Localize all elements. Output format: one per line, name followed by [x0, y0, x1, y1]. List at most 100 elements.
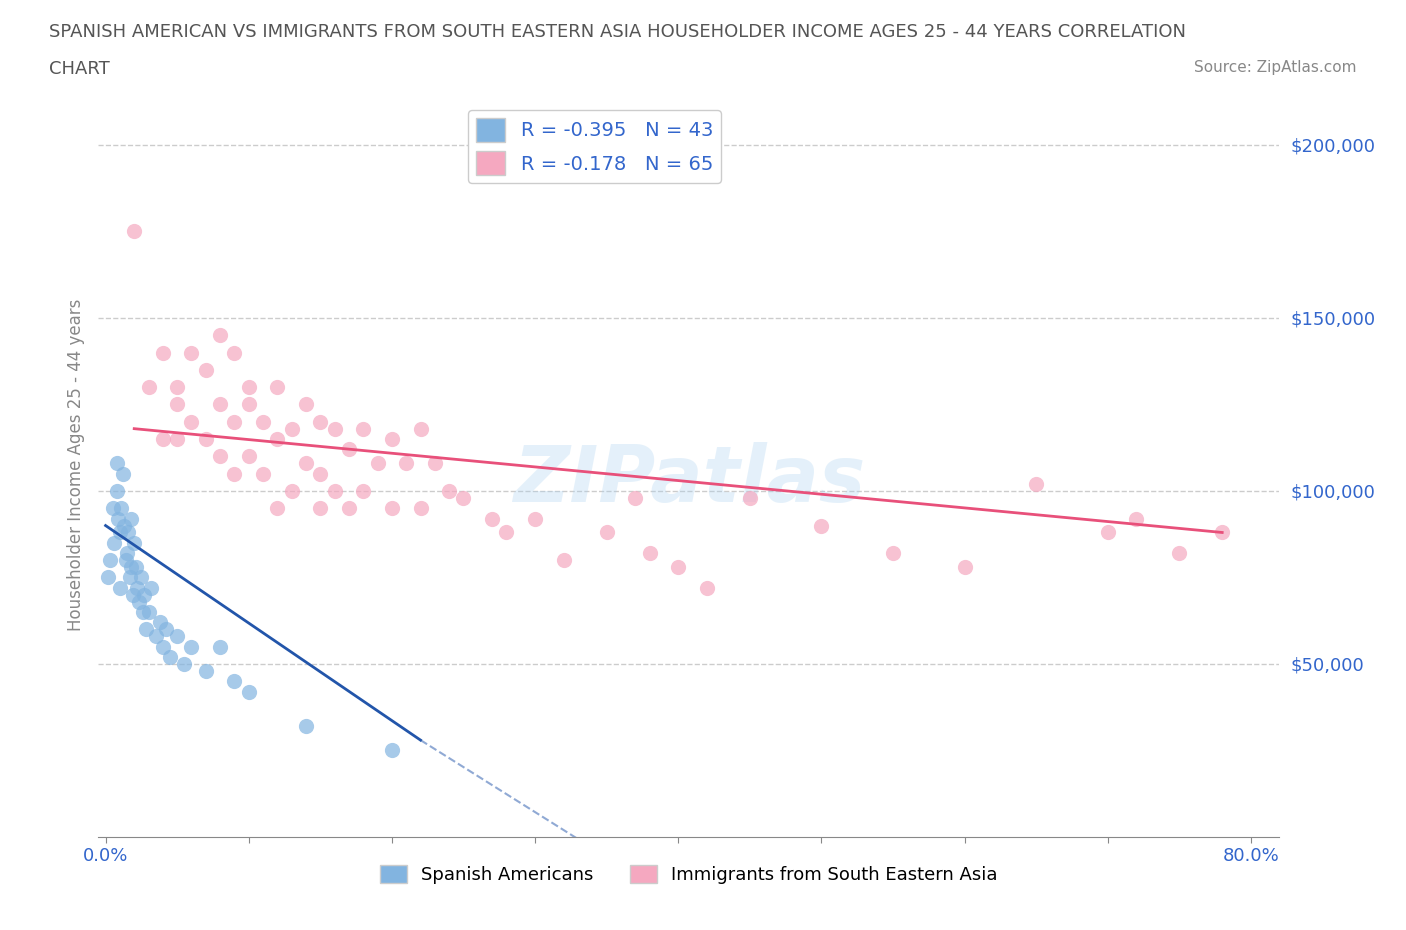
Point — [173, 657, 195, 671]
Point — [194, 663, 217, 678]
Point — [337, 501, 360, 516]
Point — [238, 397, 260, 412]
Text: SPANISH AMERICAN VS IMMIGRANTS FROM SOUTH EASTERN ASIA HOUSEHOLDER INCOME AGES 2: SPANISH AMERICAN VS IMMIGRANTS FROM SOUT… — [49, 23, 1187, 41]
Point — [323, 421, 346, 436]
Point — [209, 449, 232, 464]
Point — [381, 501, 404, 516]
Point — [224, 414, 246, 429]
Point — [1168, 546, 1191, 561]
Point — [138, 379, 160, 394]
Point — [149, 615, 172, 630]
Point — [108, 525, 131, 540]
Text: CHART: CHART — [49, 60, 110, 78]
Point — [141, 580, 163, 595]
Point — [252, 466, 274, 481]
Point — [98, 552, 121, 567]
Text: Source: ZipAtlas.com: Source: ZipAtlas.com — [1194, 60, 1357, 75]
Point — [409, 501, 432, 516]
Point — [352, 484, 374, 498]
Point — [112, 518, 135, 533]
Point — [111, 466, 134, 481]
Point — [280, 484, 302, 498]
Point — [423, 456, 446, 471]
Point — [122, 224, 145, 239]
Point — [367, 456, 389, 471]
Y-axis label: Householder Income Ages 25 - 44 years: Householder Income Ages 25 - 44 years — [66, 299, 84, 631]
Point — [624, 490, 647, 505]
Point — [295, 719, 318, 734]
Point — [209, 397, 232, 412]
Point — [280, 421, 302, 436]
Point — [1025, 476, 1047, 491]
Point — [145, 629, 167, 644]
Point — [152, 345, 174, 360]
Point — [238, 449, 260, 464]
Point — [381, 743, 404, 758]
Point — [453, 490, 475, 505]
Point — [381, 432, 404, 446]
Point — [266, 432, 288, 446]
Point — [395, 456, 418, 471]
Point — [553, 552, 575, 567]
Point — [97, 570, 120, 585]
Point — [107, 512, 129, 526]
Point — [437, 484, 460, 498]
Point — [524, 512, 547, 526]
Point — [194, 432, 217, 446]
Point — [224, 345, 246, 360]
Point — [266, 501, 288, 516]
Point — [121, 588, 143, 603]
Point — [114, 552, 136, 567]
Point — [105, 484, 128, 498]
Point — [115, 546, 138, 561]
Point — [120, 512, 142, 526]
Point — [696, 580, 718, 595]
Point — [108, 580, 131, 595]
Point — [209, 327, 232, 342]
Point — [125, 580, 148, 595]
Point — [1097, 525, 1119, 540]
Point — [155, 622, 177, 637]
Legend: Spanish Americans, Immigrants from South Eastern Asia: Spanish Americans, Immigrants from South… — [373, 857, 1005, 891]
Point — [180, 345, 202, 360]
Point — [409, 421, 432, 436]
Point — [117, 525, 139, 540]
Point — [309, 466, 332, 481]
Point — [166, 397, 188, 412]
Point — [131, 570, 153, 585]
Point — [224, 674, 246, 689]
Point — [134, 588, 156, 603]
Point — [495, 525, 517, 540]
Point — [194, 363, 217, 378]
Point — [122, 536, 145, 551]
Point — [103, 536, 125, 551]
Text: ZIPatlas: ZIPatlas — [513, 442, 865, 518]
Point — [953, 560, 976, 575]
Point — [180, 639, 202, 654]
Point — [595, 525, 617, 540]
Point — [132, 604, 155, 619]
Point — [738, 490, 761, 505]
Point — [138, 604, 160, 619]
Point — [337, 442, 360, 457]
Point — [166, 379, 188, 394]
Point — [266, 379, 288, 394]
Point — [666, 560, 689, 575]
Point — [105, 456, 128, 471]
Point — [224, 466, 246, 481]
Point — [152, 432, 174, 446]
Point — [309, 414, 332, 429]
Point — [882, 546, 904, 561]
Point — [180, 414, 202, 429]
Point — [135, 622, 157, 637]
Point — [1125, 512, 1147, 526]
Point — [352, 421, 374, 436]
Point — [295, 456, 318, 471]
Point — [481, 512, 503, 526]
Point — [120, 560, 142, 575]
Point — [166, 629, 188, 644]
Point — [252, 414, 274, 429]
Point — [159, 650, 181, 665]
Point — [238, 379, 260, 394]
Point — [118, 570, 141, 585]
